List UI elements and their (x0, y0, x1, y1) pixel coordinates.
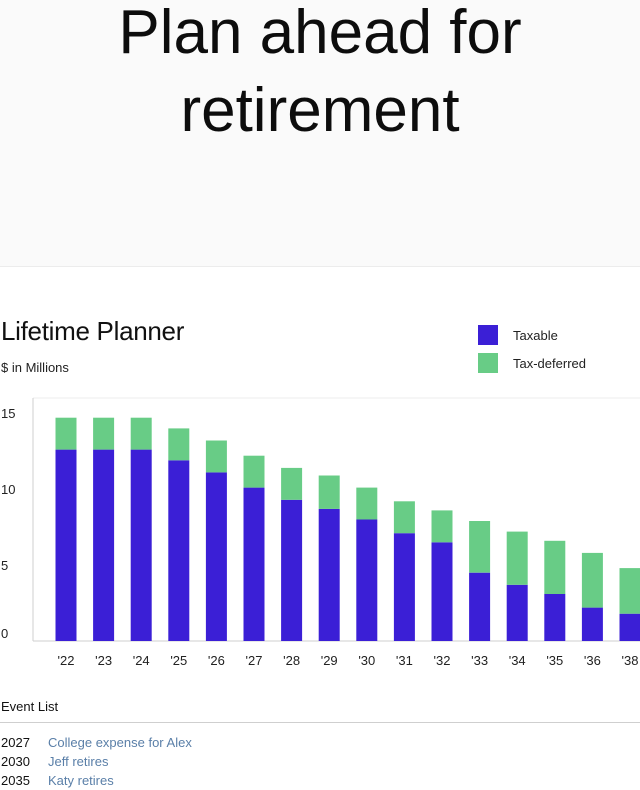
event-year: 2035 (1, 773, 48, 788)
bar-segment-tax-deferred (507, 532, 528, 585)
bar-segment-tax-deferred (544, 541, 565, 594)
x-tick-label: '33 (471, 653, 488, 668)
bar-segment-tax-deferred (93, 418, 114, 450)
x-tick-label: '31 (396, 653, 413, 668)
chart-subtitle: $ in Millions (1, 360, 69, 375)
bar-segment-tax-deferred (131, 418, 152, 450)
x-tick-label: '35 (546, 653, 563, 668)
x-tick-label: '25 (170, 653, 187, 668)
hero-banner: Plan ahead for retirement (0, 0, 640, 267)
chart-legend: Taxable Tax-deferred (478, 323, 586, 379)
x-tick-label: '24 (133, 653, 150, 668)
event-year: 2030 (1, 754, 48, 769)
x-tick-label: '27 (246, 653, 263, 668)
bar-segment-tax-deferred (469, 521, 490, 573)
event-list-divider (0, 722, 640, 723)
bar-segment-tax-deferred (319, 476, 340, 509)
bar-segment-taxable (620, 614, 640, 641)
event-list: 2027 College expense for Alex 2030 Jeff … (1, 733, 192, 790)
hero-title: Plan ahead for retirement (0, 0, 640, 150)
bar-segment-taxable (131, 450, 152, 641)
legend-item-taxable: Taxable (478, 323, 586, 347)
y-tick-label: 0 (1, 626, 8, 641)
legend-item-tax-deferred: Tax-deferred (478, 351, 586, 375)
x-tick-label: '26 (208, 653, 225, 668)
event-label[interactable]: Jeff retires (48, 754, 108, 769)
bar-segment-taxable (356, 520, 377, 642)
bar-segment-tax-deferred (620, 568, 640, 614)
x-tick-label: '32 (434, 653, 451, 668)
legend-swatch-taxable (478, 325, 498, 345)
x-tick-label: '36 (584, 653, 601, 668)
event-row: 2030 Jeff retires (1, 752, 192, 771)
bar-segment-tax-deferred (206, 441, 227, 473)
y-tick-label: 5 (1, 558, 8, 573)
bar-segment-taxable (394, 533, 415, 641)
legend-swatch-tax-deferred (478, 353, 498, 373)
event-list-title: Event List (1, 699, 58, 714)
bar-segment-tax-deferred (168, 428, 189, 460)
bar-segment-taxable (93, 450, 114, 641)
bar-segment-taxable (469, 573, 490, 641)
bar-segment-tax-deferred (56, 418, 77, 450)
bar-segment-taxable (319, 509, 340, 641)
x-tick-label: '30 (358, 653, 375, 668)
bar-segment-taxable (206, 472, 227, 641)
chart-title: Lifetime Planner (1, 316, 184, 347)
bar-segment-taxable (582, 608, 603, 641)
y-tick-label: 15 (1, 406, 15, 421)
x-tick-label: '23 (95, 653, 112, 668)
bar-segment-tax-deferred (356, 488, 377, 520)
stacked-bar-chart: 0 5 10 15 '22 '23 '24 '25 '26 '27 '28 '29 '30 '31 '32 '… (0, 390, 640, 680)
event-year: 2027 (1, 735, 48, 750)
hero-title-line2: retirement (180, 76, 459, 145)
x-tick-label: '28 (283, 653, 300, 668)
bar-segment-taxable (244, 488, 265, 641)
bar-segment-taxable (432, 542, 453, 641)
x-tick-label: '38 (622, 653, 639, 668)
event-label[interactable]: Katy retires (48, 773, 114, 788)
event-row: 2027 College expense for Alex (1, 733, 192, 752)
legend-label-tax-deferred: Tax-deferred (513, 356, 586, 371)
bar-segment-taxable (281, 500, 302, 641)
x-tick-label: '29 (321, 653, 338, 668)
bar-segment-tax-deferred (394, 501, 415, 533)
bar-segment-taxable (507, 585, 528, 641)
bar-segment-taxable (544, 594, 565, 641)
legend-label-taxable: Taxable (513, 328, 558, 343)
hero-title-line1: Plan ahead for (118, 0, 521, 67)
x-tick-label: '22 (58, 653, 75, 668)
x-tick-label: '34 (509, 653, 526, 668)
y-tick-label: 10 (1, 482, 15, 497)
bar-segment-tax-deferred (582, 553, 603, 608)
event-row: 2035 Katy retires (1, 771, 192, 790)
bar-segment-taxable (56, 450, 77, 641)
bar-segment-tax-deferred (244, 456, 265, 488)
event-label[interactable]: College expense for Alex (48, 735, 192, 750)
bar-segment-tax-deferred (281, 468, 302, 500)
bar-segment-taxable (168, 460, 189, 641)
bar-segment-tax-deferred (432, 510, 453, 542)
